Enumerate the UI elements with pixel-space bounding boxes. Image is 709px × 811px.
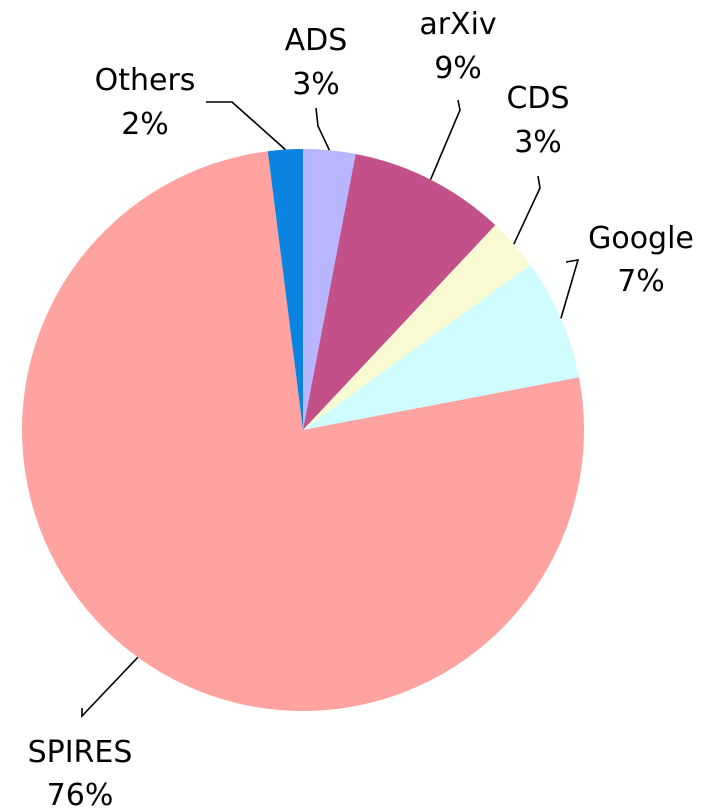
leader-line-arxiv xyxy=(429,99,461,180)
value-label-arxiv: 9% xyxy=(434,51,482,86)
leader-line-spires xyxy=(81,656,139,719)
label-others: Others xyxy=(95,63,196,98)
leader-line-ads xyxy=(315,107,331,151)
leader-lines xyxy=(81,99,580,719)
leader-line-google xyxy=(560,259,580,319)
value-label-others: 2% xyxy=(121,107,169,142)
pie-slice-ads xyxy=(303,149,356,430)
pie-slice-others xyxy=(267,149,303,430)
value-label-spires: 76% xyxy=(47,778,114,811)
leader-line-cds xyxy=(513,175,541,245)
pie-slice-google xyxy=(303,264,580,430)
value-label-cds: 3% xyxy=(514,125,562,160)
pie-slice-arxiv xyxy=(303,153,496,431)
leader-line-others xyxy=(206,101,286,151)
pie-slice-spires xyxy=(21,151,584,712)
label-google: Google xyxy=(588,221,694,256)
label-cds: CDS xyxy=(506,81,569,116)
label-ads: ADS xyxy=(285,23,348,58)
label-spires: SPIRES xyxy=(28,735,133,770)
label-arxiv: arXiv xyxy=(419,7,496,42)
value-label-ads: 3% xyxy=(292,67,340,102)
pie-slice-cds xyxy=(303,225,531,430)
value-label-google: 7% xyxy=(617,264,665,299)
pie-slices xyxy=(21,149,584,712)
